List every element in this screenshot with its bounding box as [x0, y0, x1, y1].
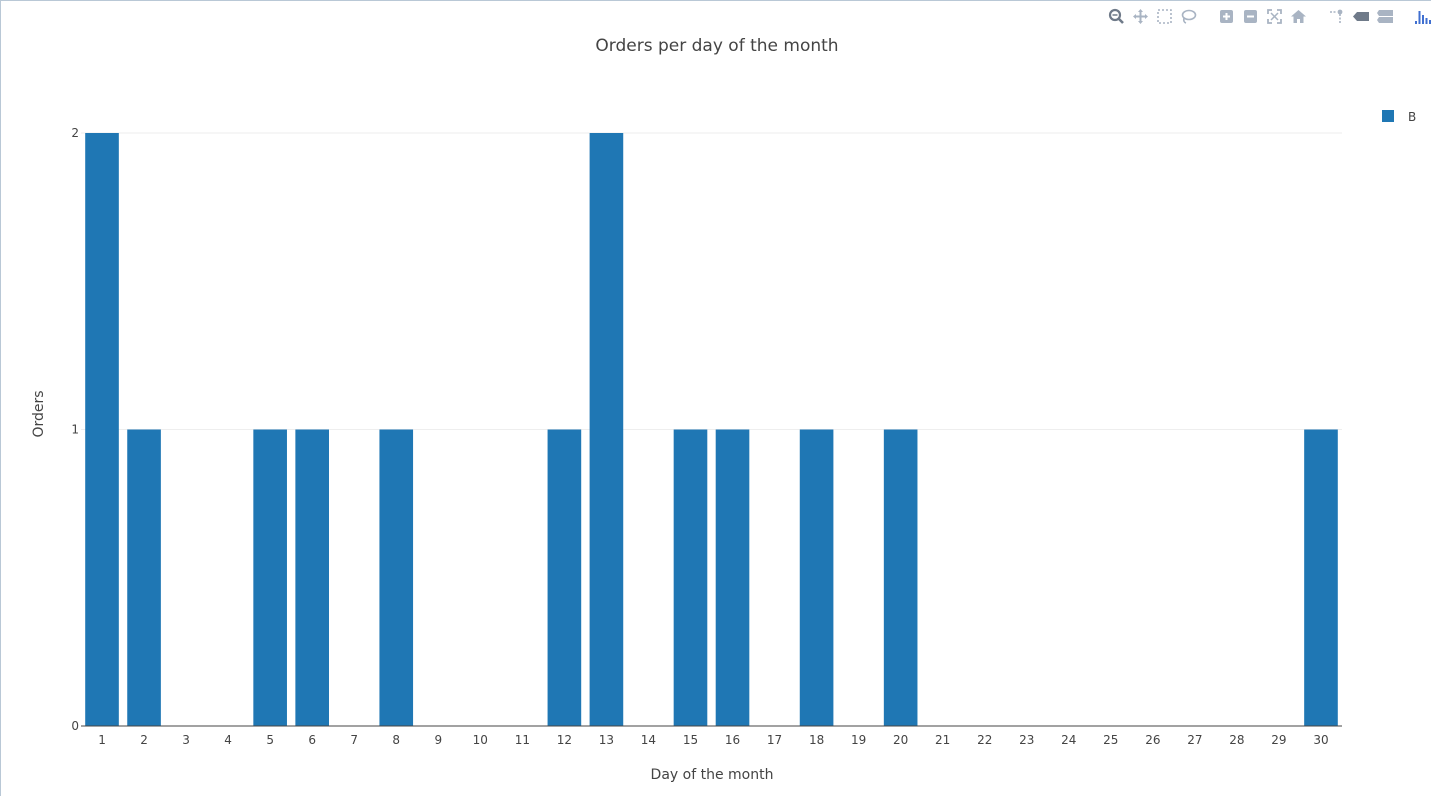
modebar-group — [1102, 6, 1198, 26]
x-tick-label: 3 — [182, 733, 190, 747]
x-tick-label: 13 — [599, 733, 614, 747]
modebar — [1088, 6, 1432, 26]
x-tick-label: 29 — [1271, 733, 1286, 747]
bar-day-12[interactable] — [547, 429, 582, 727]
bar-day-1[interactable] — [85, 133, 119, 726]
x-tick-label: 4 — [224, 733, 232, 747]
bar-day-2[interactable] — [127, 429, 161, 727]
reset-axes-icon[interactable] — [1288, 6, 1308, 26]
x-tick-label: 17 — [767, 733, 782, 747]
bar-day-13[interactable] — [589, 133, 624, 726]
legend-swatch[interactable] — [1382, 110, 1394, 122]
bar-day-5[interactable] — [253, 429, 287, 727]
y-tick-label: 0 — [71, 719, 79, 733]
bars — [85, 133, 1338, 726]
zoom-icon[interactable] — [1106, 6, 1126, 26]
x-tick-label: 27 — [1187, 733, 1202, 747]
bar-day-16[interactable] — [715, 429, 750, 727]
hover-compare-icon[interactable] — [1374, 6, 1394, 26]
x-tick-label: 15 — [683, 733, 698, 747]
x-tick-label: 1 — [98, 733, 106, 747]
bar-day-18[interactable] — [799, 429, 834, 727]
x-tick-label: 21 — [935, 733, 950, 747]
x-tick-label: 26 — [1145, 733, 1160, 747]
x-tick-label: 7 — [350, 733, 358, 747]
x-tick-label: 30 — [1313, 733, 1328, 747]
x-tick-label: 2 — [140, 733, 148, 747]
x-tick-label: 22 — [977, 733, 992, 747]
lasso-select-icon[interactable] — [1178, 6, 1198, 26]
x-tick-label: 11 — [515, 733, 530, 747]
x-tick-label: 14 — [641, 733, 656, 747]
x-tick-label: 5 — [266, 733, 274, 747]
x-tick-label: 23 — [1019, 733, 1034, 747]
hover-closest-icon[interactable] — [1350, 6, 1370, 26]
legend[interactable]: B — [1382, 110, 1416, 124]
y-tick-labels: 0 1 2 — [71, 126, 79, 733]
x-tick-label: 18 — [809, 733, 824, 747]
box-select-icon[interactable] — [1154, 6, 1174, 26]
x-tick-label: 10 — [473, 733, 488, 747]
plotly-logo-icon[interactable] — [1412, 6, 1432, 26]
bar-day-20[interactable] — [883, 429, 918, 727]
modebar-group — [1408, 6, 1432, 26]
bar-day-6[interactable] — [295, 429, 329, 727]
x-tick-label: 8 — [392, 733, 400, 747]
bar-day-30[interactable] — [1304, 429, 1338, 727]
pan-icon[interactable] — [1130, 6, 1150, 26]
modebar-group — [1322, 6, 1394, 26]
bar-day-15[interactable] — [673, 429, 708, 727]
x-tick-label: 24 — [1061, 733, 1076, 747]
x-tick-label: 28 — [1229, 733, 1244, 747]
spike-lines-icon[interactable] — [1326, 6, 1346, 26]
gridlines — [81, 132, 1342, 430]
chart-title: Orders per day of the month — [595, 36, 838, 56]
y-tick-label: 2 — [71, 126, 79, 140]
x-tick-label: 6 — [308, 733, 316, 747]
x-tick-label: 19 — [851, 733, 866, 747]
x-tick-label: 16 — [725, 733, 740, 747]
x-axis-title: Day of the month — [651, 767, 774, 783]
modebar-group — [1212, 6, 1308, 26]
zoom-in-icon[interactable] — [1216, 6, 1236, 26]
zoom-out-icon[interactable] — [1240, 6, 1260, 26]
x-tick-labels: 1 2 3 4 5 6 7 8 9 10 11 12 13 14 15 16 17 18 19 20 21 22 23 24 2… — [98, 733, 1328, 747]
x-tick-label: 12 — [557, 733, 572, 747]
bar-day-8[interactable] — [379, 429, 414, 727]
x-tick-label: 9 — [434, 733, 442, 747]
x-tick-label: 20 — [893, 733, 908, 747]
autoscale-icon[interactable] — [1264, 6, 1284, 26]
legend-label[interactable]: B — [1408, 110, 1416, 124]
y-tick-label: 1 — [71, 423, 79, 437]
y-axis-title: Orders — [31, 390, 47, 437]
x-tick-label: 25 — [1103, 733, 1118, 747]
